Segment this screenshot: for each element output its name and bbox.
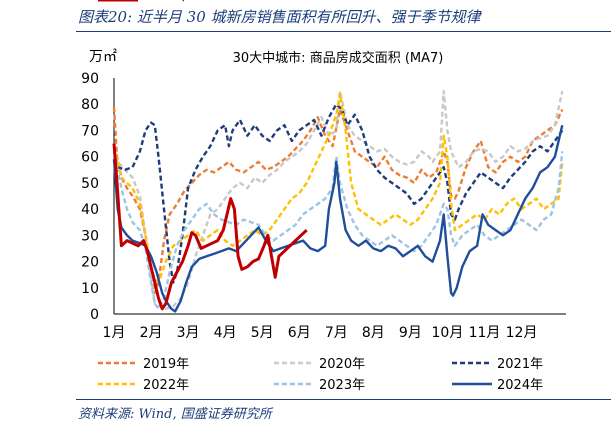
legend-label: 2022年 xyxy=(143,378,189,393)
x-tick-label: 11月 xyxy=(469,325,501,341)
legend-label: 2021年 xyxy=(497,357,543,372)
y-tick-label: 20 xyxy=(81,255,99,271)
x-tick-label: 8月 xyxy=(362,325,385,341)
y-tick-label: 50 xyxy=(81,176,99,192)
y-tick-label: 40 xyxy=(81,202,99,218)
legend-label: 2023年 xyxy=(319,378,365,393)
y-tick-label: 60 xyxy=(81,150,99,166)
x-tick-label: 9月 xyxy=(399,325,422,341)
source-note: 资料来源: Wind, 国盛证券研究所 xyxy=(78,407,272,422)
x-tick-label: 10月 xyxy=(432,325,464,341)
series-line xyxy=(112,106,564,295)
legend-label: 2020年 xyxy=(319,357,365,372)
series-layer xyxy=(112,89,564,313)
x-tick-label: 5月 xyxy=(251,325,274,341)
y-tick-label: 80 xyxy=(81,97,99,113)
legend: 2019年 2020年 2021年 2022年 2023年 2024年 2025年 xyxy=(98,0,543,393)
series-line xyxy=(112,103,564,284)
series-line xyxy=(112,92,564,284)
y-tick-label: 70 xyxy=(81,123,99,139)
y-tick-label: 90 xyxy=(81,71,99,87)
series-line xyxy=(112,124,564,313)
series-line xyxy=(112,143,308,311)
axes: 0 10 20 30 40 50 60 70 80 90 1月 2月 3月 4月 5月 6月 7月 8月 9月 10月… xyxy=(81,71,566,341)
y-axis-label: 万㎡ xyxy=(89,49,117,65)
chart-title: 30大中城市: 商品房成交面积 (MA7) xyxy=(233,50,444,66)
x-tick-label: 2月 xyxy=(140,325,163,341)
title-rule xyxy=(76,31,611,32)
y-tick-label: 0 xyxy=(90,307,99,323)
figure-title: 图表20: 近半月 30 城新房销售面积有所回升、强于季节规律 xyxy=(78,8,481,26)
x-tick-label: 12月 xyxy=(506,325,538,341)
legend-label: 2024年 xyxy=(497,378,543,393)
legend-label: 2025年 xyxy=(143,0,189,4)
x-tick-label: 1月 xyxy=(103,325,126,341)
x-tick-label: 4月 xyxy=(214,325,237,341)
x-tick-label: 6月 xyxy=(288,325,311,341)
x-tick-label: 3月 xyxy=(177,325,200,341)
legend-label: 2019年 xyxy=(143,357,189,372)
source-rule xyxy=(76,399,611,400)
y-tick-label: 10 xyxy=(81,281,99,297)
y-tick-label: 30 xyxy=(81,228,99,244)
x-tick-label: 7月 xyxy=(325,325,348,341)
